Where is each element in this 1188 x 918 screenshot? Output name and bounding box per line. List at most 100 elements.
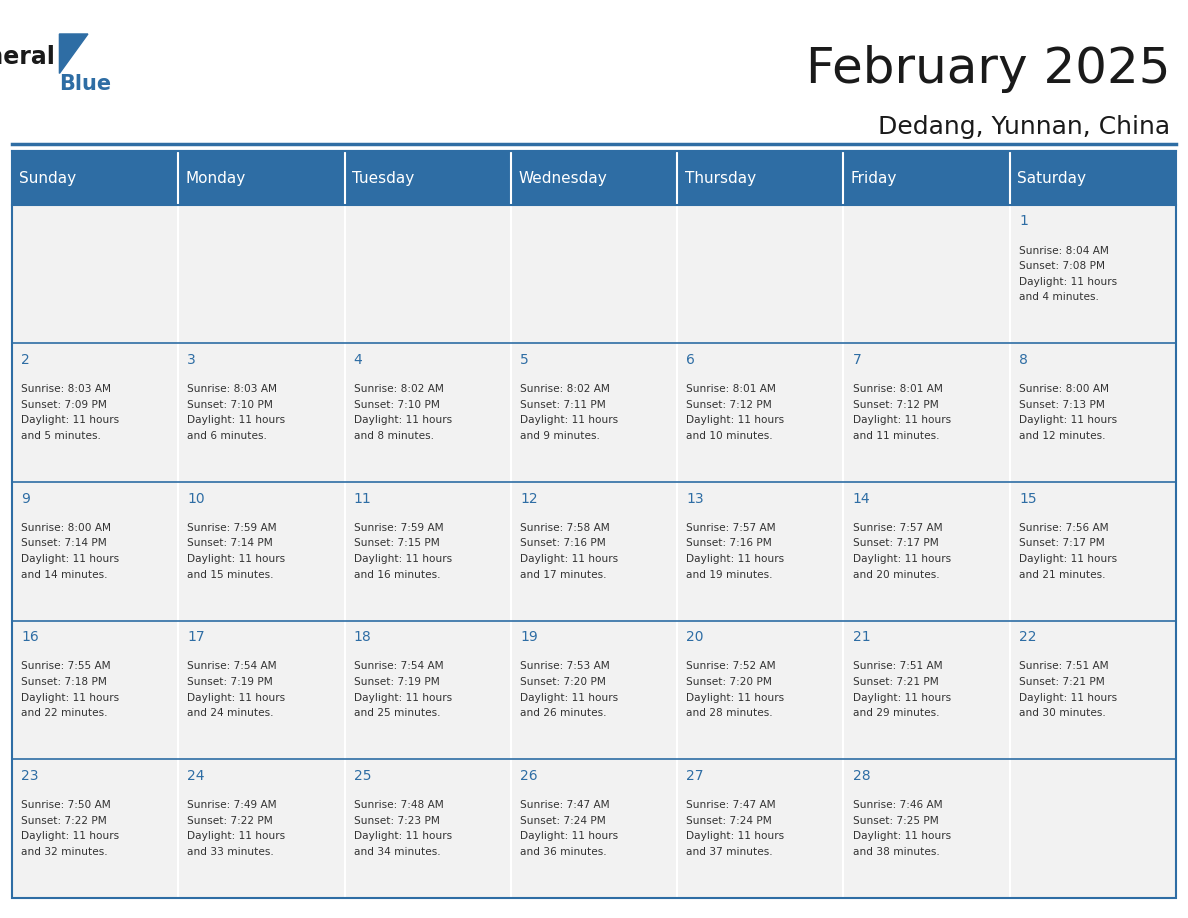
Text: Saturday: Saturday: [1017, 171, 1086, 185]
Text: Daylight: 11 hours: Daylight: 11 hours: [21, 832, 119, 841]
Text: 8: 8: [1019, 353, 1028, 367]
Text: 19: 19: [520, 631, 538, 644]
Text: Sunrise: 7:54 AM: Sunrise: 7:54 AM: [354, 662, 443, 671]
Text: Sunrise: 7:52 AM: Sunrise: 7:52 AM: [687, 662, 776, 671]
Text: Daylight: 11 hours: Daylight: 11 hours: [21, 693, 119, 702]
Text: Sunset: 7:14 PM: Sunset: 7:14 PM: [21, 539, 107, 548]
Text: Sunrise: 8:02 AM: Sunrise: 8:02 AM: [354, 385, 443, 394]
Bar: [345, 482, 511, 621]
Bar: [345, 759, 511, 898]
Text: and 12 minutes.: and 12 minutes.: [1019, 431, 1106, 441]
Text: 14: 14: [853, 492, 871, 506]
Text: Sunset: 7:17 PM: Sunset: 7:17 PM: [853, 539, 939, 548]
Text: Sunrise: 7:57 AM: Sunrise: 7:57 AM: [687, 523, 776, 532]
Text: Sunset: 7:14 PM: Sunset: 7:14 PM: [188, 539, 273, 548]
Bar: [677, 621, 843, 759]
Bar: [345, 621, 511, 759]
Bar: [178, 621, 345, 759]
Text: 22: 22: [1019, 631, 1036, 644]
Text: Daylight: 11 hours: Daylight: 11 hours: [520, 832, 618, 841]
Text: Sunrise: 7:58 AM: Sunrise: 7:58 AM: [520, 523, 609, 532]
Bar: [12, 151, 1176, 205]
Text: Sunset: 7:21 PM: Sunset: 7:21 PM: [1019, 677, 1105, 687]
Text: 6: 6: [687, 353, 695, 367]
Text: Sunrise: 7:59 AM: Sunrise: 7:59 AM: [188, 523, 277, 532]
Text: 17: 17: [188, 631, 206, 644]
Text: Daylight: 11 hours: Daylight: 11 hours: [520, 416, 618, 425]
Text: Sunset: 7:17 PM: Sunset: 7:17 PM: [1019, 539, 1105, 548]
Text: Daylight: 11 hours: Daylight: 11 hours: [687, 832, 784, 841]
Bar: [12, 205, 178, 343]
Text: and 9 minutes.: and 9 minutes.: [520, 431, 600, 441]
Text: 7: 7: [853, 353, 861, 367]
Text: Daylight: 11 hours: Daylight: 11 hours: [687, 416, 784, 425]
Bar: [345, 205, 511, 343]
Bar: [12, 759, 178, 898]
Text: 3: 3: [188, 353, 196, 367]
Text: Sunrise: 8:01 AM: Sunrise: 8:01 AM: [687, 385, 776, 394]
Text: Sunrise: 7:48 AM: Sunrise: 7:48 AM: [354, 800, 443, 810]
Text: Daylight: 11 hours: Daylight: 11 hours: [1019, 693, 1117, 702]
Bar: [1010, 343, 1176, 482]
Text: Thursday: Thursday: [684, 171, 756, 185]
Text: 13: 13: [687, 492, 704, 506]
Text: Sunset: 7:24 PM: Sunset: 7:24 PM: [520, 816, 606, 825]
Text: Daylight: 11 hours: Daylight: 11 hours: [1019, 554, 1117, 564]
Text: 12: 12: [520, 492, 538, 506]
Bar: [677, 343, 843, 482]
Text: Daylight: 11 hours: Daylight: 11 hours: [21, 416, 119, 425]
Text: Sunset: 7:22 PM: Sunset: 7:22 PM: [188, 816, 273, 825]
Text: Sunset: 7:09 PM: Sunset: 7:09 PM: [21, 400, 107, 409]
Text: 9: 9: [21, 492, 30, 506]
Text: and 4 minutes.: and 4 minutes.: [1019, 293, 1099, 302]
Text: 25: 25: [354, 769, 371, 783]
Bar: [1010, 759, 1176, 898]
Text: Daylight: 11 hours: Daylight: 11 hours: [188, 832, 285, 841]
Text: Friday: Friday: [851, 171, 897, 185]
Text: Sunset: 7:19 PM: Sunset: 7:19 PM: [354, 677, 440, 687]
Text: 15: 15: [1019, 492, 1037, 506]
Bar: [677, 759, 843, 898]
Text: Daylight: 11 hours: Daylight: 11 hours: [853, 693, 950, 702]
Text: Sunset: 7:20 PM: Sunset: 7:20 PM: [687, 677, 772, 687]
Text: Daylight: 11 hours: Daylight: 11 hours: [354, 554, 451, 564]
Text: Sunset: 7:19 PM: Sunset: 7:19 PM: [188, 677, 273, 687]
Text: February 2025: February 2025: [805, 45, 1170, 93]
Text: and 11 minutes.: and 11 minutes.: [853, 431, 940, 441]
Text: Wednesday: Wednesday: [518, 171, 607, 185]
Text: Sunrise: 7:47 AM: Sunrise: 7:47 AM: [687, 800, 776, 810]
Text: 27: 27: [687, 769, 703, 783]
Text: Monday: Monday: [185, 171, 246, 185]
Text: Sunrise: 7:49 AM: Sunrise: 7:49 AM: [188, 800, 277, 810]
Text: Sunset: 7:10 PM: Sunset: 7:10 PM: [354, 400, 440, 409]
Text: 2: 2: [21, 353, 30, 367]
Text: and 34 minutes.: and 34 minutes.: [354, 847, 441, 856]
Text: and 37 minutes.: and 37 minutes.: [687, 847, 773, 856]
Text: Daylight: 11 hours: Daylight: 11 hours: [188, 693, 285, 702]
Text: 11: 11: [354, 492, 372, 506]
Text: and 15 minutes.: and 15 minutes.: [188, 570, 274, 579]
Text: Sunrise: 7:53 AM: Sunrise: 7:53 AM: [520, 662, 609, 671]
Bar: [511, 482, 677, 621]
Text: Daylight: 11 hours: Daylight: 11 hours: [520, 693, 618, 702]
Text: Sunrise: 7:56 AM: Sunrise: 7:56 AM: [1019, 523, 1108, 532]
Bar: [345, 343, 511, 482]
Text: Sunrise: 7:55 AM: Sunrise: 7:55 AM: [21, 662, 110, 671]
Text: Sunset: 7:23 PM: Sunset: 7:23 PM: [354, 816, 440, 825]
Bar: [12, 343, 178, 482]
Text: Tuesday: Tuesday: [352, 171, 415, 185]
Text: Blue: Blue: [59, 74, 112, 95]
Text: 10: 10: [188, 492, 206, 506]
Text: 1: 1: [1019, 215, 1028, 229]
Polygon shape: [59, 34, 88, 73]
Text: and 6 minutes.: and 6 minutes.: [188, 431, 267, 441]
Text: and 26 minutes.: and 26 minutes.: [520, 709, 607, 718]
Text: Sunset: 7:25 PM: Sunset: 7:25 PM: [853, 816, 939, 825]
Text: Sunrise: 7:46 AM: Sunrise: 7:46 AM: [853, 800, 942, 810]
Text: Daylight: 11 hours: Daylight: 11 hours: [520, 554, 618, 564]
Text: Daylight: 11 hours: Daylight: 11 hours: [1019, 416, 1117, 425]
Text: General: General: [0, 45, 56, 69]
Text: Sunrise: 8:00 AM: Sunrise: 8:00 AM: [1019, 385, 1108, 394]
Text: Sunset: 7:20 PM: Sunset: 7:20 PM: [520, 677, 606, 687]
Bar: [843, 205, 1010, 343]
